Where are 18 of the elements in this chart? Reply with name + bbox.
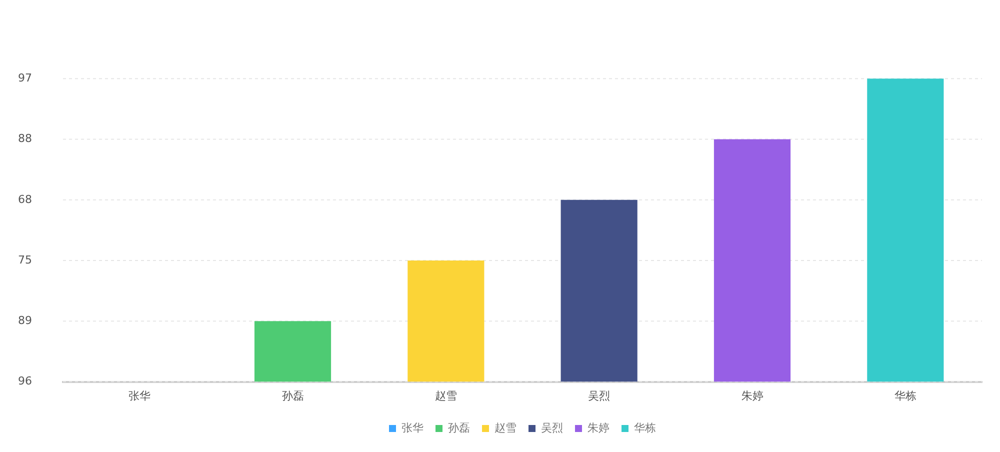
text: 97 [18,71,32,84]
legend-label: 吴烈 [541,421,563,434]
text: 75 [18,253,32,266]
legend-label: 华栋 [634,421,656,434]
text: 89 [18,314,32,328]
x-tick-label: 孙磊 [282,389,304,402]
text: 96 [18,374,32,388]
x-tick-label: 吴烈 [588,389,610,402]
x-tick-label: 华栋 [894,389,916,402]
x-tick-label: 赵雪 [434,389,457,402]
text: 68 [18,192,32,206]
legend-label: 赵雪 [494,421,516,434]
legend-label: 孙磊 [448,421,470,434]
legend-label: 张华 [402,421,424,434]
text: 88 [18,132,32,146]
x-tick-label: 朱婷 [741,389,764,402]
x-tick-label: 张华 [128,389,151,402]
legend-label: 朱婷 [588,421,610,434]
